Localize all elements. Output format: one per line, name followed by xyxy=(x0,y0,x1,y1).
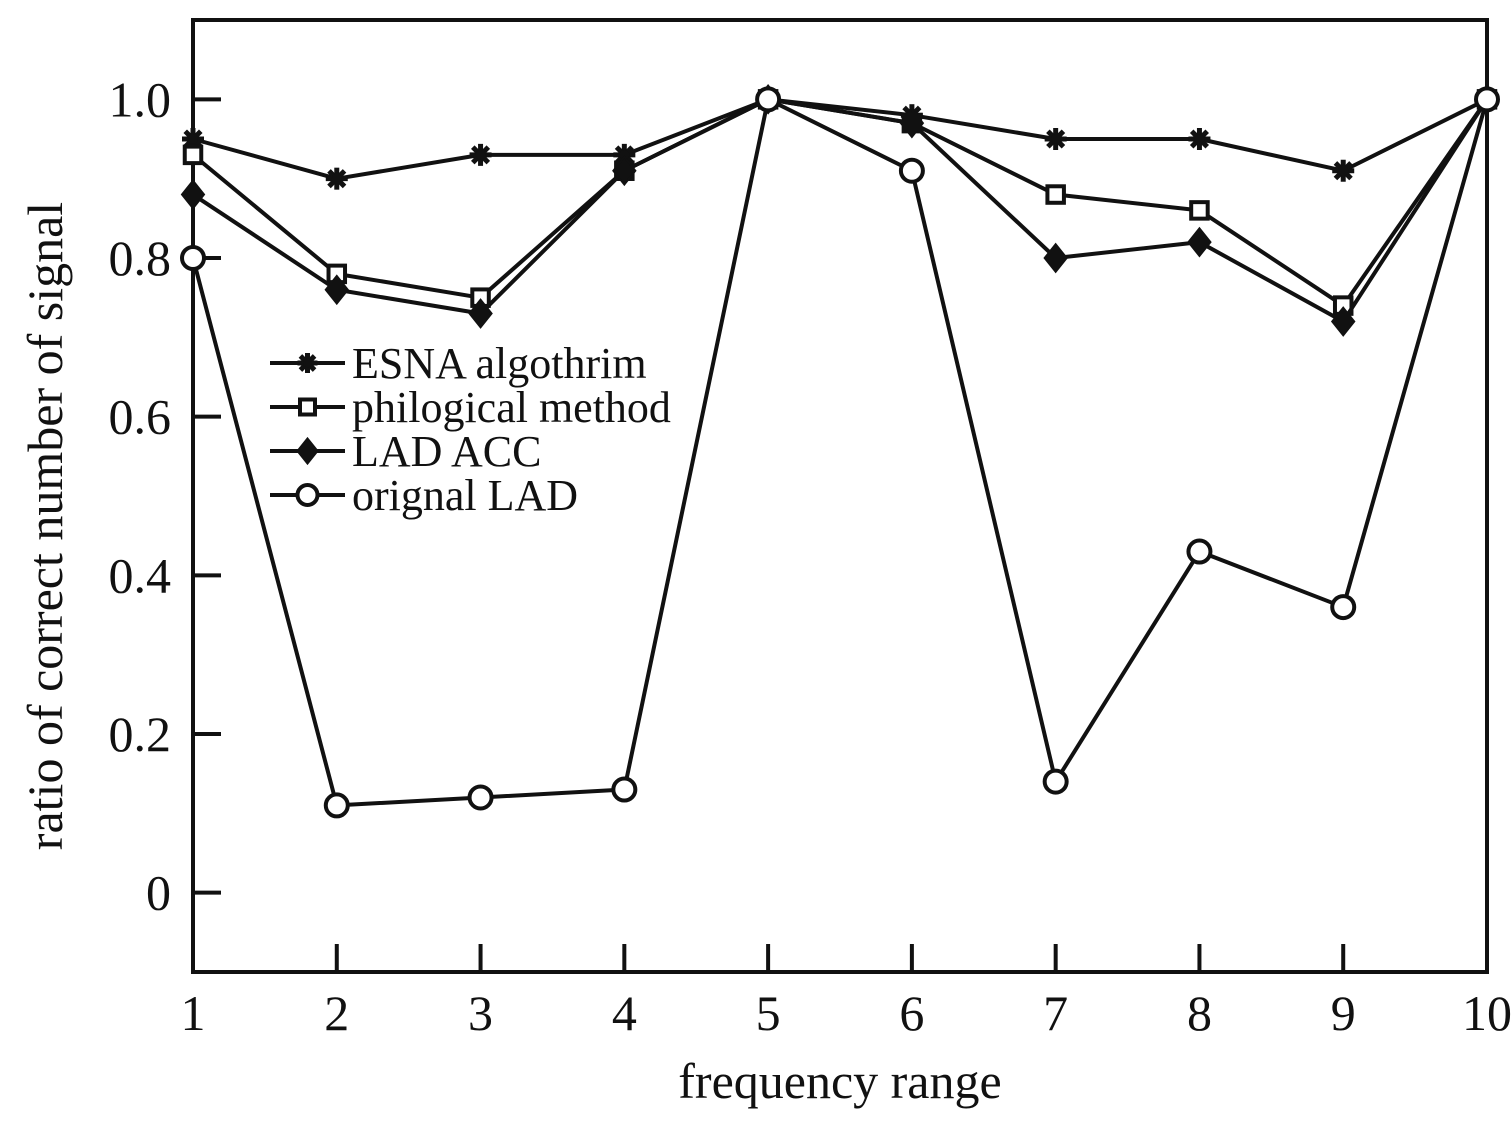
data-point-star xyxy=(297,353,318,373)
y-tick-label: 0.6 xyxy=(109,389,172,445)
data-point-diamond xyxy=(1187,226,1212,258)
legend-label: orignal LAD xyxy=(352,471,578,520)
series-line xyxy=(191,97,1489,324)
series-square xyxy=(182,89,1498,316)
data-point-circle xyxy=(898,157,925,184)
data-point-square xyxy=(1189,200,1210,221)
data-point-circle xyxy=(1474,86,1500,113)
data-point-star xyxy=(469,143,492,166)
data-point-circle xyxy=(611,776,638,803)
legend-item: philogical method xyxy=(270,383,671,432)
y-axis-label: ratio of correct number of signal xyxy=(17,202,73,850)
series-diamond xyxy=(180,83,1500,337)
y-tick-label: 0.4 xyxy=(109,547,172,603)
y-tick-label: 0.2 xyxy=(109,706,172,762)
legend-item: orignal LAD xyxy=(270,471,578,520)
x-tick-label: 1 xyxy=(181,985,206,1041)
x-tick-label: 9 xyxy=(1331,985,1356,1041)
y-axis: 0 0.2 0.4 0.6 0.8 1.0 xyxy=(109,71,221,921)
data-point-star xyxy=(1332,159,1355,182)
x-tick-label: 8 xyxy=(1187,985,1212,1041)
data-point-square xyxy=(1045,184,1066,205)
series-circle xyxy=(180,86,1500,819)
data-point-square xyxy=(182,144,204,166)
data-point-diamond xyxy=(296,436,319,466)
data-point-star xyxy=(1044,128,1067,150)
legend-label: ESNA algothrim xyxy=(352,339,647,388)
data-point-diamond xyxy=(180,179,206,210)
series-star xyxy=(182,88,1498,190)
x-tick-label: 5 xyxy=(756,985,781,1041)
series-layer xyxy=(180,83,1500,819)
data-point-diamond xyxy=(324,274,350,306)
data-point-square xyxy=(298,397,317,417)
data-point-circle xyxy=(755,86,782,113)
legend-label: philogical method xyxy=(352,383,671,432)
x-tick-label: 3 xyxy=(468,985,493,1041)
plot-area xyxy=(191,18,1489,974)
x-tick-label: 2 xyxy=(324,985,349,1041)
x-tick-label: 7 xyxy=(1043,985,1068,1041)
data-point-circle xyxy=(1042,768,1069,795)
data-point-circle xyxy=(295,483,320,507)
data-point-diamond xyxy=(1330,306,1356,337)
series-line xyxy=(191,97,1489,308)
data-point-star xyxy=(325,167,348,190)
legend-item: ESNA algothrim xyxy=(270,339,647,388)
plot-border xyxy=(191,18,1489,974)
data-point-star xyxy=(1188,128,1211,150)
data-point-circle xyxy=(323,792,350,819)
y-tick-label: 0 xyxy=(146,865,171,921)
data-point-diamond xyxy=(612,155,637,187)
data-point-diamond xyxy=(468,298,493,329)
data-point-circle xyxy=(1330,594,1357,621)
y-tick-label: 1.0 xyxy=(109,71,172,127)
x-axis: 1 2 3 4 5 6 7 8 9 10 xyxy=(181,944,1512,1041)
data-point-diamond xyxy=(899,107,925,139)
legend-item: LAD ACC xyxy=(270,427,541,476)
x-tick-label: 4 xyxy=(612,985,637,1041)
series-line xyxy=(191,97,1489,808)
series-line xyxy=(192,97,1488,181)
x-tick-label: 6 xyxy=(899,985,924,1041)
x-axis-label: frequency range xyxy=(678,1053,1001,1109)
data-point-diamond xyxy=(1043,242,1068,274)
x-tick-label: 10 xyxy=(1462,985,1512,1041)
data-point-circle xyxy=(180,245,206,271)
legend-label: LAD ACC xyxy=(352,427,541,476)
data-point-circle xyxy=(467,784,494,811)
data-point-circle xyxy=(1186,538,1213,565)
y-tick-label: 0.8 xyxy=(109,230,172,286)
